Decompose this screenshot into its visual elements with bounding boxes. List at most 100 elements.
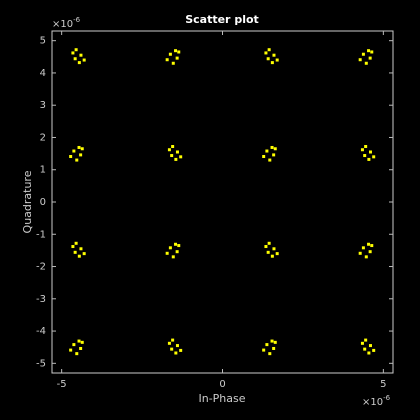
point [82, 58, 86, 62]
point [266, 57, 270, 61]
point [74, 241, 78, 245]
point [364, 145, 368, 149]
x-tick-label: -5 [57, 379, 67, 390]
point [358, 251, 362, 255]
point [79, 346, 83, 350]
point [272, 153, 276, 157]
point [71, 51, 75, 55]
point [370, 244, 374, 248]
point [79, 247, 83, 251]
point [367, 242, 371, 246]
point [82, 252, 86, 256]
point [273, 147, 277, 151]
y-tick-label: -4 [36, 326, 46, 337]
point [69, 155, 73, 159]
point [177, 244, 181, 248]
point [268, 158, 272, 162]
point [272, 247, 276, 251]
point [175, 56, 179, 60]
point [372, 348, 376, 352]
point [80, 340, 84, 344]
point [267, 241, 271, 245]
point [75, 158, 79, 162]
y-tick-label: 1 [40, 165, 46, 176]
x-scale-exponent: -6 [383, 394, 391, 402]
point [174, 49, 178, 53]
point [267, 48, 271, 52]
point [270, 254, 274, 258]
chart-title: Scatter plot [185, 13, 259, 26]
y-tick-label: 4 [40, 68, 46, 79]
point [275, 252, 279, 256]
point [171, 145, 175, 149]
point [174, 157, 178, 161]
y-tick-label: -5 [36, 358, 46, 369]
point [168, 52, 172, 56]
y-scale-base: ×10 [52, 19, 73, 30]
point [266, 250, 270, 254]
x-tick-label: 5 [380, 379, 386, 390]
point [77, 61, 81, 65]
point [272, 53, 276, 57]
point [367, 157, 371, 161]
point [79, 53, 83, 57]
point [262, 348, 266, 352]
point [358, 58, 362, 62]
point [77, 339, 81, 343]
point [72, 149, 76, 153]
point [367, 351, 371, 355]
point [179, 348, 183, 352]
point [171, 61, 175, 65]
point [75, 352, 79, 356]
point [265, 343, 269, 347]
point [270, 339, 274, 343]
point [77, 145, 81, 149]
point [73, 250, 77, 254]
point [167, 341, 171, 345]
point [360, 148, 364, 152]
point [73, 57, 77, 61]
point [80, 147, 84, 151]
point [79, 153, 83, 157]
x-scale-label: ×10-6 [362, 394, 391, 408]
point [71, 245, 75, 249]
point [175, 344, 179, 348]
point [275, 58, 279, 62]
y-scale-label: ×10-6 [52, 16, 81, 30]
point [368, 56, 372, 60]
point [74, 48, 78, 52]
point [364, 61, 368, 65]
plot-area [51, 30, 394, 374]
point [171, 338, 175, 342]
point [72, 343, 76, 347]
point [363, 347, 367, 351]
y-tick-label: -2 [36, 262, 46, 273]
point [360, 341, 364, 345]
point [170, 154, 174, 158]
y-axis-label: Quadrature [21, 170, 34, 233]
y-tick-label: 0 [40, 197, 46, 208]
point [364, 255, 368, 259]
point [273, 340, 277, 344]
point [265, 149, 269, 153]
point [368, 344, 372, 348]
point [167, 148, 171, 152]
point [175, 150, 179, 154]
point [179, 155, 183, 159]
point [168, 246, 172, 250]
point [264, 51, 268, 55]
point [69, 348, 73, 352]
point [177, 50, 181, 54]
point [361, 246, 365, 250]
point [165, 58, 169, 62]
x-axis-label: In-Phase [198, 392, 245, 405]
y-tick-label: 3 [40, 100, 46, 111]
point [174, 242, 178, 246]
point [272, 346, 276, 350]
point [268, 352, 272, 356]
point [368, 250, 372, 254]
point [174, 351, 178, 355]
y-tick-label: -1 [36, 229, 46, 240]
point [264, 245, 268, 249]
